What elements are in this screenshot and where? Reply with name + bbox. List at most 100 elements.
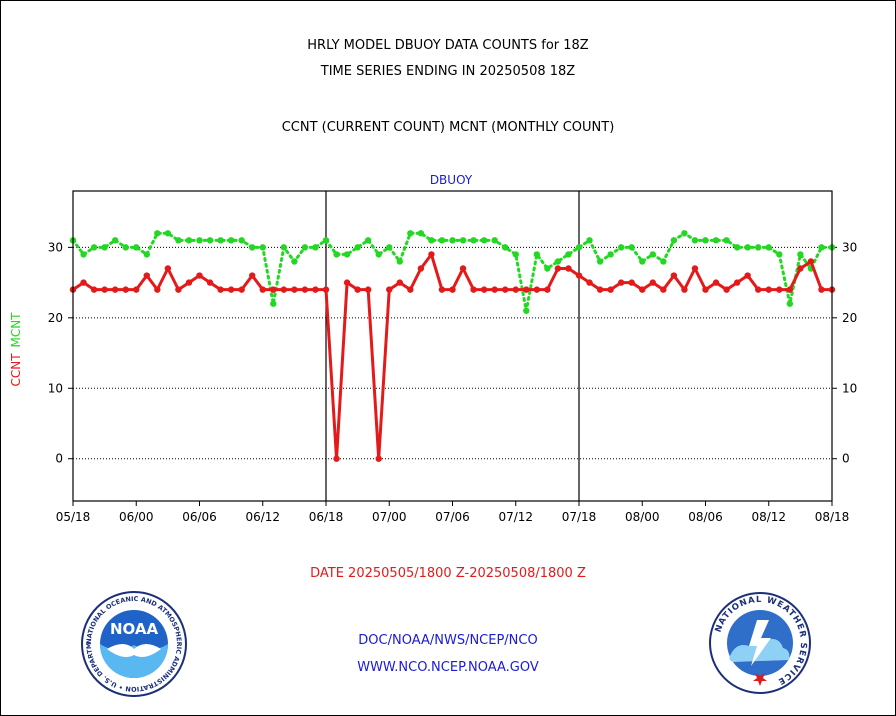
data-point-ccnt — [523, 286, 529, 292]
data-point-mcnt — [681, 230, 687, 236]
data-point-mcnt — [576, 244, 582, 250]
x-tick-label: 08/00 — [625, 510, 660, 524]
data-point-ccnt — [639, 286, 645, 292]
data-point-ccnt — [534, 286, 540, 292]
x-tick-label: 07/06 — [435, 510, 470, 524]
data-point-ccnt — [734, 279, 740, 285]
y-tick-label-left: 0 — [55, 452, 63, 466]
y-tick-label-left: 10 — [48, 381, 63, 395]
data-point-mcnt — [270, 301, 276, 307]
data-point-ccnt — [576, 272, 582, 278]
x-tick-label: 05/18 — [56, 510, 91, 524]
data-point-mcnt — [766, 244, 772, 250]
data-point-mcnt — [523, 308, 529, 314]
data-point-ccnt — [660, 286, 666, 292]
data-point-ccnt — [470, 286, 476, 292]
data-point-mcnt — [481, 237, 487, 243]
data-point-mcnt — [460, 237, 466, 243]
data-point-mcnt — [607, 251, 613, 257]
data-point-ccnt — [502, 286, 508, 292]
data-point-mcnt — [597, 258, 603, 264]
series-line-ccnt — [73, 254, 832, 458]
data-point-mcnt — [186, 237, 192, 243]
y-tick-label-right: 20 — [842, 311, 857, 325]
data-point-mcnt — [534, 251, 540, 257]
data-point-ccnt — [407, 286, 413, 292]
y-tick-label-right: 30 — [842, 240, 857, 254]
data-point-mcnt — [80, 251, 86, 257]
series-line-mcnt — [73, 233, 832, 311]
x-tick-label: 07/12 — [498, 510, 533, 524]
data-point-ccnt — [91, 286, 97, 292]
data-point-ccnt — [354, 286, 360, 292]
data-point-ccnt — [565, 265, 571, 271]
data-point-mcnt — [133, 244, 139, 250]
data-point-ccnt — [808, 258, 814, 264]
date-range-label: DATE 20250505/1800 Z-20250508/1800 Z — [0, 566, 896, 581]
data-point-mcnt — [734, 244, 740, 250]
data-point-ccnt — [123, 286, 129, 292]
data-point-ccnt — [671, 272, 677, 278]
data-point-mcnt — [544, 265, 550, 271]
data-point-ccnt — [650, 279, 656, 285]
noaa-logo-text: NOAA — [110, 620, 159, 638]
data-point-ccnt — [101, 286, 107, 292]
data-point-ccnt — [702, 286, 708, 292]
data-point-mcnt — [323, 237, 329, 243]
data-point-ccnt — [439, 286, 445, 292]
data-point-ccnt — [629, 279, 635, 285]
data-point-mcnt — [312, 244, 318, 250]
data-point-ccnt — [449, 286, 455, 292]
data-point-ccnt — [481, 286, 487, 292]
data-point-ccnt — [544, 286, 550, 292]
data-point-mcnt — [112, 237, 118, 243]
data-point-ccnt — [291, 286, 297, 292]
data-point-ccnt — [428, 251, 434, 257]
data-point-ccnt — [397, 279, 403, 285]
data-point-mcnt — [365, 237, 371, 243]
data-point-mcnt — [196, 237, 202, 243]
data-point-mcnt — [797, 251, 803, 257]
data-point-ccnt — [344, 279, 350, 285]
data-point-mcnt — [386, 244, 392, 250]
data-point-mcnt — [101, 244, 107, 250]
data-point-mcnt — [397, 258, 403, 264]
data-point-ccnt — [681, 286, 687, 292]
x-tick-label: 07/00 — [372, 510, 407, 524]
x-tick-label: 06/00 — [119, 510, 154, 524]
data-point-mcnt — [175, 237, 181, 243]
noaa-logo: NATIONAL OCEANIC AND ATMOSPHERIC ADMINIS… — [79, 589, 189, 699]
data-point-ccnt — [376, 456, 382, 462]
y-tick-label-right: 10 — [842, 381, 857, 395]
data-point-mcnt — [260, 244, 266, 250]
data-point-mcnt — [470, 237, 476, 243]
data-point-ccnt — [312, 286, 318, 292]
data-point-mcnt — [354, 244, 360, 250]
data-point-ccnt — [323, 286, 329, 292]
data-point-mcnt — [439, 237, 445, 243]
data-point-mcnt — [291, 258, 297, 264]
data-point-mcnt — [154, 230, 160, 236]
data-point-ccnt — [365, 286, 371, 292]
plot-title: DBUOY — [430, 173, 473, 187]
x-tick-label: 08/12 — [751, 510, 786, 524]
data-point-mcnt — [376, 251, 382, 257]
x-tick-label: 06/18 — [309, 510, 344, 524]
y-axis-label-ccnt: CCNT — [9, 353, 23, 387]
data-point-mcnt — [333, 251, 339, 257]
data-point-mcnt — [238, 237, 244, 243]
data-point-mcnt — [228, 237, 234, 243]
data-point-mcnt — [713, 237, 719, 243]
data-point-ccnt — [460, 265, 466, 271]
data-point-ccnt — [207, 279, 213, 285]
data-point-ccnt — [713, 279, 719, 285]
data-point-ccnt — [249, 272, 255, 278]
data-point-ccnt — [186, 279, 192, 285]
data-point-ccnt — [154, 286, 160, 292]
data-point-mcnt — [91, 244, 97, 250]
data-point-ccnt — [333, 456, 339, 462]
data-point-mcnt — [428, 237, 434, 243]
data-point-ccnt — [260, 286, 266, 292]
nws-logo: NATIONAL WEATHER SERVICE — [707, 590, 813, 696]
data-point-mcnt — [249, 244, 255, 250]
